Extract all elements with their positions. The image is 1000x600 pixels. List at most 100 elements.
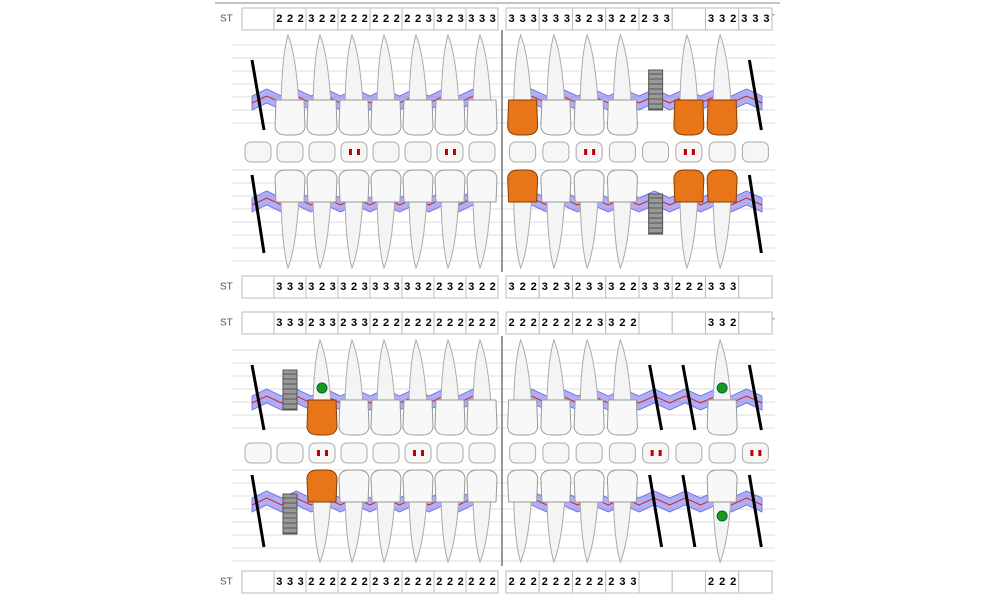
probing-depth: 2 [436,317,442,329]
probing-cell [738,275,773,299]
probing-depth: 2 [362,576,368,588]
probing-depth: 2 [708,576,714,588]
occlusal-view [436,141,464,163]
occlusal-view [575,442,603,464]
probing-depth: 2 [308,317,314,329]
tooth-root [376,496,396,564]
occlusal-view [741,141,769,163]
furcation-marker [716,382,728,394]
probing-cell [241,275,275,299]
probing-depth: 2 [276,13,282,25]
tooth-crown [338,399,370,436]
probing-depth: 2 [542,317,548,329]
tooth-crown [434,469,466,503]
occlusal-view [276,442,304,464]
occlusal-view [741,442,769,464]
surface-mark [584,149,588,155]
probing-depth: 3 [597,281,603,293]
probing-depth: 2 [351,13,357,25]
tooth-root [612,496,632,564]
probing-depth: 3 [653,13,659,25]
probing-depth: 2 [564,576,570,588]
surface-mark [683,149,687,155]
probing-depth: 3 [383,281,389,293]
tooth-root [579,496,599,564]
probing-depth: 2 [619,281,625,293]
probing-depth: 3 [597,317,603,329]
tooth-root [546,338,566,406]
occlusal-view [340,442,368,464]
probing-depth: 2 [383,317,389,329]
tooth-crown [466,469,498,503]
probing-depth: 2 [404,317,410,329]
probing-depth: 2 [458,576,464,588]
tooth-crown [402,169,434,203]
probing-depth: 2 [586,13,592,25]
tooth-crown [274,169,306,203]
tooth-root [344,196,364,270]
probing-depth: 3 [447,281,453,293]
probing-depth: 2 [697,281,703,293]
missing-tooth [250,59,266,131]
probing-depth: 2 [372,13,378,25]
probing-depth: 3 [276,281,282,293]
probing-depth: 2 [479,576,485,588]
probing-depth: 2 [575,281,581,293]
tooth-crown [370,399,402,436]
crown-restoration [306,469,338,503]
missing-tooth [681,364,697,431]
tooth-root [612,33,632,106]
missing-tooth [747,364,763,431]
tooth-root [376,196,396,270]
probing-cell [738,570,773,594]
probing-depth: 2 [447,13,453,25]
tooth-crown [370,99,402,136]
probing-depth: 2 [415,576,421,588]
probing-depth: 3 [730,281,736,293]
tooth-root [344,33,364,106]
missing-tooth [648,474,664,548]
probing-depth: 3 [287,281,293,293]
probing-depth: 3 [597,13,603,25]
probing-depth: 2 [575,317,581,329]
tooth-root [312,496,332,564]
probing-depth: 2 [372,576,378,588]
tooth-crown [370,469,402,503]
tooth-root [579,338,599,406]
implant [282,369,298,411]
occlusal-view [708,141,736,163]
surface-mark [349,149,352,155]
probing-depth: 2 [287,13,293,25]
probing-depth: 3 [468,13,474,25]
probing-depth: 3 [575,13,581,25]
probing-depth: 2 [490,317,496,329]
implant [282,493,298,535]
probing-depth: 2 [319,13,325,25]
probing-depth: 3 [542,281,548,293]
row-label: ST [220,577,233,588]
probing-depth: 3 [362,317,368,329]
tooth-root [312,33,332,106]
tooth-root [312,196,332,270]
probing-depth: 3 [351,317,357,329]
tooth-crown [540,469,572,503]
tooth-root [440,496,460,564]
furcation-marker [716,510,728,522]
probing-depth: 2 [394,576,400,588]
tooth-root [408,496,428,564]
probing-depth: 2 [586,576,592,588]
probing-depth: 3 [531,13,537,25]
probing-depth: 2 [630,281,636,293]
probing-depth: 2 [458,317,464,329]
tooth-crown [706,399,738,436]
probing-depth: 2 [520,281,526,293]
probing-depth: 3 [298,317,304,329]
probing-depth: 2 [608,576,614,588]
tooth-crown [434,99,466,136]
probing-depth: 3 [394,281,400,293]
tooth-root [280,196,300,270]
probing-depth: 3 [287,576,293,588]
occlusal-view [468,442,496,464]
probing-depth: 2 [719,576,725,588]
probing-depth: 2 [319,576,325,588]
